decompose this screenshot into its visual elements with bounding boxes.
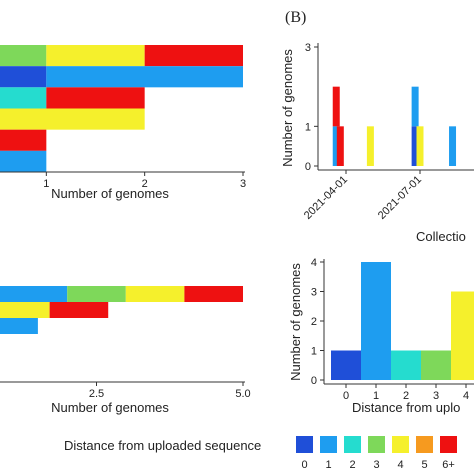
x-tick-label: 1 bbox=[43, 178, 49, 190]
bar-segment-top-right-3-1 bbox=[411, 86, 419, 127]
legend-swatch-6 bbox=[440, 436, 457, 453]
x-tick-label: 2 bbox=[142, 178, 148, 190]
bar-segment-top-right-3-0 bbox=[411, 126, 419, 166]
legend-label-1: 1 bbox=[325, 459, 331, 471]
top-left-axes: 1 2 3 bbox=[0, 171, 246, 190]
top-right-bars bbox=[332, 86, 457, 166]
bottom-left-axes: 2.5 5.0 bbox=[0, 381, 251, 400]
panel-bottom-left: 2.5 5.0 Number of genomes bbox=[0, 286, 251, 415]
legend-label-0: 0 bbox=[301, 459, 307, 471]
y-tick-label: 3 bbox=[311, 287, 317, 299]
y-tick-label: 3 bbox=[305, 42, 311, 54]
legend-swatch-5 bbox=[416, 436, 433, 453]
top-left-x-axis-title: Number of genomes bbox=[51, 186, 169, 201]
bar-bottom-right-0 bbox=[331, 350, 361, 380]
x-tick-label: 4 bbox=[463, 390, 469, 402]
bar-segment-top-left-0-0 bbox=[0, 45, 47, 67]
y-tick-label: 0 bbox=[305, 161, 311, 173]
bar-bottom-right-2 bbox=[391, 350, 421, 380]
panel-label-b: (B) bbox=[285, 9, 306, 26]
panel-bottom-right: 0 1 2 3 4 0 1 2 3 4 Number of genomes Distance fr… bbox=[288, 257, 474, 415]
y-tick-label: 4 bbox=[311, 257, 317, 269]
bottom-right-y-axis-title: Number of genomes bbox=[288, 263, 303, 381]
legend-swatch-0 bbox=[296, 436, 313, 453]
bar-segment-top-right-0-0 bbox=[332, 126, 340, 166]
legend-label-2: 2 bbox=[349, 459, 355, 471]
legend: Distance from uploaded sequence 0 1 2 3 4 5 6+ bbox=[64, 436, 457, 471]
legend-label-4: 4 bbox=[397, 459, 403, 471]
legend-items: 0 1 2 3 4 5 6+ bbox=[296, 436, 457, 471]
top-left-bars bbox=[0, 45, 244, 172]
bar-bottom-right-3 bbox=[421, 350, 451, 380]
legend-swatch-3 bbox=[368, 436, 385, 453]
bottom-right-bars bbox=[331, 262, 474, 380]
bar-segment-top-left-1-1 bbox=[46, 66, 244, 88]
bar-segment-top-left-1-0 bbox=[0, 66, 47, 88]
legend-swatch-4 bbox=[392, 436, 409, 453]
panel-top-left: 1 2 3 Number of genomes bbox=[0, 45, 246, 201]
x-tick-label: 0 bbox=[343, 390, 349, 402]
bottom-left-x-axis-title: Number of genomes bbox=[51, 400, 169, 415]
panel-top-right: 0 1 3 2021-04-01 2021-07-01 Number of genome… bbox=[280, 42, 474, 244]
bar-segment-bottom-left-2-0 bbox=[0, 318, 38, 334]
bar-bottom-right-1 bbox=[361, 262, 391, 380]
bar-segment-top-left-2-1 bbox=[46, 87, 145, 109]
top-right-x-axis-title: Collectio bbox=[416, 229, 466, 244]
bar-segment-bottom-left-0-0 bbox=[0, 286, 68, 302]
bar-segment-top-right-2-0 bbox=[366, 126, 374, 166]
y-tick-label: 1 bbox=[305, 121, 311, 133]
legend-title: Distance from uploaded sequence bbox=[64, 438, 261, 453]
bar-segment-top-left-0-2 bbox=[144, 45, 243, 67]
legend-label-5: 5 bbox=[421, 459, 427, 471]
bar-segment-bottom-left-1-2 bbox=[49, 302, 109, 318]
x-tick-label: 2 bbox=[403, 390, 409, 402]
y-tick-label: 2 bbox=[311, 316, 317, 328]
y-tick-label: 1 bbox=[311, 346, 317, 358]
x-tick-label: 1 bbox=[373, 390, 379, 402]
bar-segment-top-right-0-1 bbox=[332, 86, 340, 127]
bottom-right-x-axis-title: Distance from uplo bbox=[352, 400, 460, 415]
bar-segment-top-right-4-0 bbox=[416, 126, 424, 166]
bar-segment-top-left-0-1 bbox=[46, 45, 145, 67]
x-tick-label: 3 bbox=[240, 178, 246, 190]
top-right-axes: 0 1 3 2021-04-01 2021-07-01 bbox=[302, 42, 474, 222]
x-tick-label: 3 bbox=[433, 390, 439, 402]
bar-segment-top-right-5-0 bbox=[449, 126, 457, 166]
top-right-y-axis-title: Number of genomes bbox=[280, 49, 295, 167]
x-tick-label: 2021-07-01 bbox=[376, 174, 424, 222]
bar-segment-bottom-left-1-1 bbox=[0, 302, 50, 318]
bar-segment-bottom-left-0-3 bbox=[184, 286, 243, 302]
x-tick-label: 2021-04-01 bbox=[302, 174, 350, 222]
x-tick-label: 5.0 bbox=[235, 388, 250, 400]
bar-segment-top-left-4-0 bbox=[0, 129, 47, 151]
bottom-left-bars bbox=[0, 286, 243, 334]
bar-segment-bottom-left-0-2 bbox=[125, 286, 185, 302]
legend-swatch-1 bbox=[320, 436, 337, 453]
legend-swatch-2 bbox=[344, 436, 361, 453]
bar-bottom-right-4 bbox=[451, 291, 474, 380]
y-tick-label: 0 bbox=[311, 375, 317, 387]
bar-segment-top-left-3-0 bbox=[0, 108, 145, 130]
legend-label-3: 3 bbox=[373, 459, 379, 471]
bar-segment-top-left-5-0 bbox=[0, 150, 47, 172]
bar-segment-top-right-1-0 bbox=[336, 126, 344, 166]
bar-segment-top-left-2-0 bbox=[0, 87, 47, 109]
x-tick-label: 2.5 bbox=[89, 388, 104, 400]
bottom-right-axes: 0 1 2 3 4 0 1 2 3 4 bbox=[311, 257, 474, 402]
bar-segment-bottom-left-0-1 bbox=[67, 286, 126, 302]
legend-label-6: 6+ bbox=[442, 459, 455, 471]
